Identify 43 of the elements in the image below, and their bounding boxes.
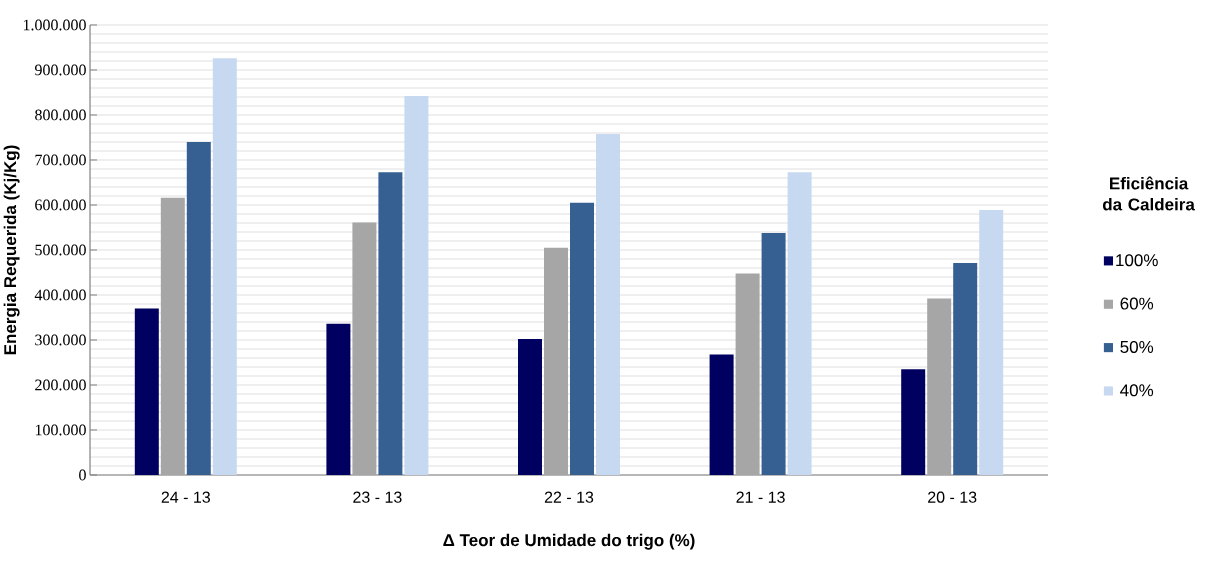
bar <box>979 209 1004 475</box>
x-tick-label: 20 - 13 <box>928 491 977 503</box>
legend-label: 100% <box>1116 254 1158 267</box>
bar <box>212 58 237 475</box>
y-tick-label: 200.000 <box>35 379 86 391</box>
legend-label: 60% <box>1120 297 1154 310</box>
x-tick-label: 24 - 13 <box>161 491 210 503</box>
bar <box>927 298 952 475</box>
x-axis-title: Δ Teor de Umidade do trigo (%) <box>443 533 695 550</box>
bar <box>404 96 429 475</box>
bar <box>953 263 978 475</box>
y-tick-label: 400.000 <box>34 289 86 301</box>
y-tick-label: 900.000 <box>35 64 86 76</box>
bar <box>570 202 594 475</box>
bar <box>134 308 159 475</box>
y-tick-label: 800.000 <box>35 109 86 121</box>
y-tick-label: 100.000 <box>35 424 86 436</box>
bar <box>596 133 620 475</box>
y-tick-label: 600.000 <box>35 199 86 211</box>
legend-title: Eficiência da Caldeira <box>1102 176 1195 211</box>
bar <box>378 172 403 475</box>
y-tick-label: 700.000 <box>35 154 86 166</box>
x-tick-label: 23 - 13 <box>353 491 402 503</box>
y-tick-label: 300.000 <box>35 334 86 346</box>
legend-label: 50% <box>1120 340 1154 353</box>
bar <box>709 354 734 475</box>
bar <box>352 222 377 475</box>
y-axis-title: Energia Requerida (Kj/Kg) <box>3 145 20 355</box>
bar <box>787 172 812 475</box>
bar <box>186 141 211 475</box>
bar <box>160 197 185 475</box>
bar <box>326 323 351 475</box>
bar <box>761 232 786 475</box>
bar <box>518 339 542 475</box>
bar <box>544 247 568 475</box>
x-tick-label: 21 - 13 <box>736 491 785 503</box>
legend-label: 40% <box>1120 384 1154 397</box>
y-tick-label: 500.000 <box>35 244 86 256</box>
y-tick-label: 1.000.000 <box>23 19 86 31</box>
bar <box>735 273 760 475</box>
bar <box>901 369 926 475</box>
y-tick-label: 0 <box>79 469 86 481</box>
x-tick-label: 22 - 13 <box>544 491 594 503</box>
